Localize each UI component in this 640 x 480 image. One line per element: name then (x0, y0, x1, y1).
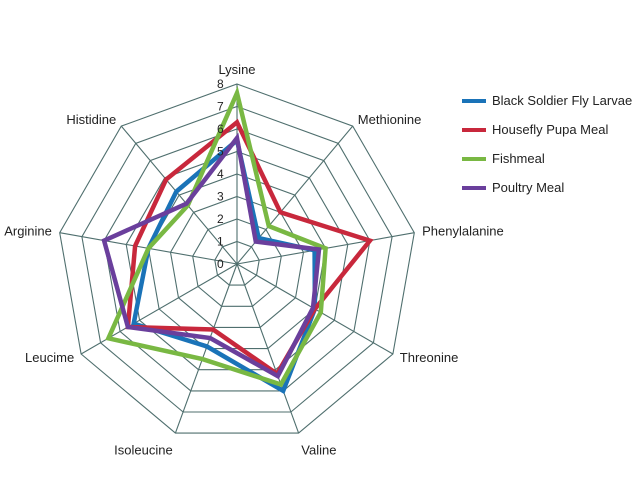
legend-swatch (462, 127, 486, 132)
series-line (105, 85, 328, 388)
axis-label: Valine (301, 443, 336, 458)
tick-label: 1 (217, 235, 224, 249)
tick-label: 6 (217, 122, 224, 136)
legend-item: Black Soldier Fly Larvae (462, 86, 637, 115)
legend-swatch (462, 156, 486, 161)
legend-item: Fishmeal (462, 144, 637, 173)
tick-label: 2 (217, 212, 224, 226)
grid-ring (103, 128, 371, 392)
grid-ring (81, 105, 393, 413)
legend-item: Housefly Pupa Meal (462, 115, 637, 144)
axis-label: Threonine (400, 350, 459, 365)
legend-label: Fishmeal (492, 151, 545, 166)
legend-label: Housefly Pupa Meal (492, 122, 609, 137)
legend-swatch (462, 185, 486, 190)
grid-ring (214, 240, 260, 286)
legend-label: Black Soldier Fly Larvae (492, 93, 633, 108)
tick-label: 5 (217, 145, 224, 159)
chart-legend: Black Soldier Fly Larvae Housefly Pupa M… (462, 86, 637, 202)
axis-label: Histidine (66, 112, 116, 127)
legend-label: Poultry Meal (492, 180, 565, 195)
axis-spoke (236, 263, 300, 434)
tick-label: 0 (217, 257, 224, 271)
legend-swatch (462, 98, 486, 103)
axis-label: Leucime (25, 350, 74, 365)
tick-label: 7 (217, 100, 224, 114)
axis-label: Phenylalanine (422, 223, 504, 238)
axis-label: Methionine (358, 112, 422, 127)
radar-series (101, 85, 374, 395)
legend-item: Poultry Meal (462, 173, 637, 202)
axis-label: Lysine (218, 62, 255, 77)
grid-ring (169, 195, 305, 328)
series-line (125, 118, 374, 378)
axis-label: Arginine (4, 223, 52, 238)
tick-label: 8 (217, 77, 224, 91)
tick-label: 3 (217, 190, 224, 204)
series-line (101, 132, 322, 380)
axis-spoke (120, 125, 238, 265)
tick-label: 4 (217, 167, 224, 181)
axis-label: Isoleucine (114, 443, 173, 458)
grid-ring (59, 83, 415, 434)
